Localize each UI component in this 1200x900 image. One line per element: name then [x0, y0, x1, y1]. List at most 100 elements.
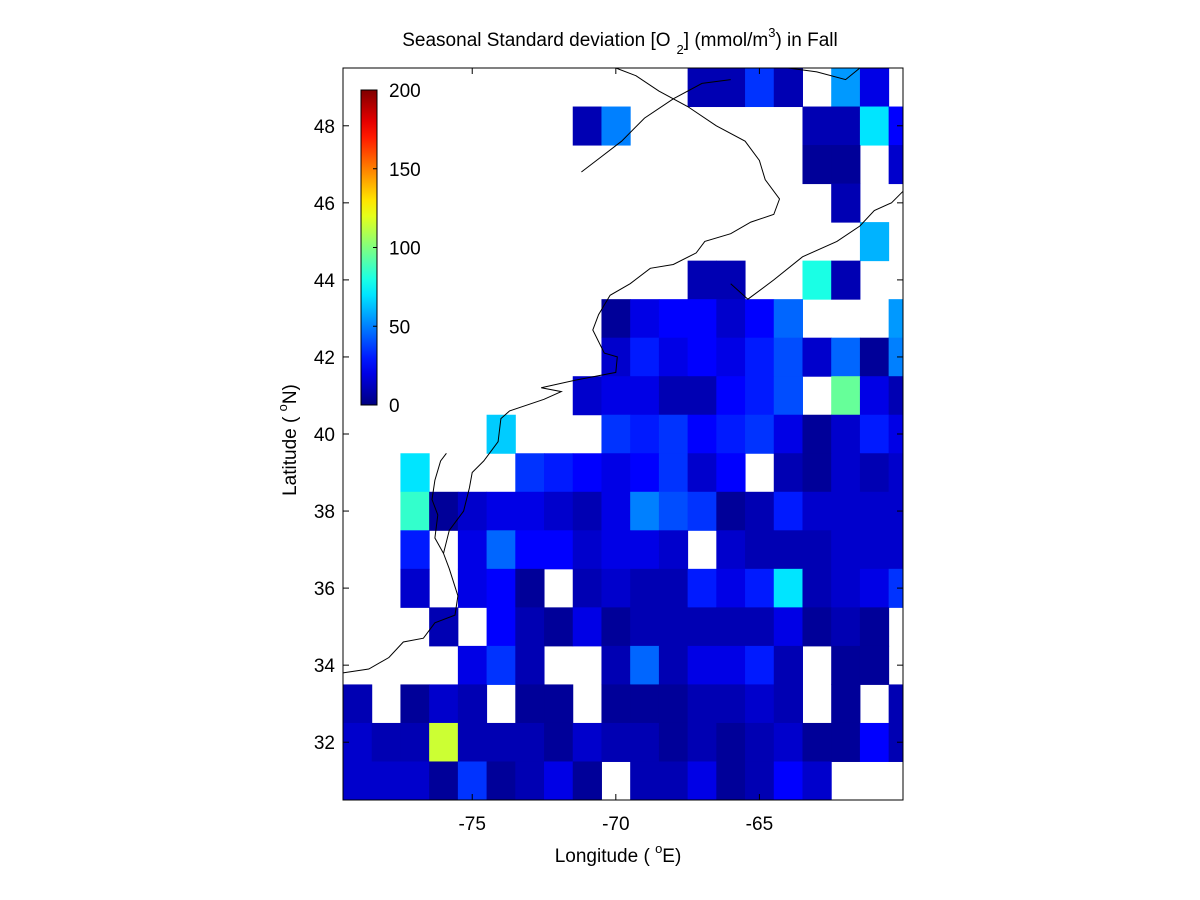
heatmap-cell	[658, 645, 689, 685]
heatmap-cell	[773, 414, 803, 454]
heatmap-cell	[429, 607, 459, 647]
heatmap-cell	[773, 68, 803, 108]
heatmap-cell	[687, 684, 717, 724]
coastline-segment	[788, 67, 861, 81]
heatmap-cell	[429, 761, 459, 801]
heatmap-cell	[601, 645, 631, 685]
heatmap-cell	[544, 607, 574, 647]
heatmap-cell	[716, 684, 746, 724]
heatmap-cell	[630, 376, 660, 416]
heatmap-cell	[601, 491, 631, 531]
title-unit-pre: ] (mmol/m	[684, 30, 768, 51]
heatmap-cell	[888, 453, 904, 493]
heatmap-cell	[457, 722, 488, 762]
coastline	[342, 67, 904, 674]
heatmap-cell	[745, 68, 775, 108]
heatmap-cell	[745, 645, 775, 685]
heatmap-cell	[515, 530, 545, 570]
heatmap-cell	[716, 453, 746, 493]
title-unit-superscript: 3	[768, 25, 775, 40]
heatmap-cell	[429, 684, 459, 724]
coastline-segment	[342, 67, 781, 674]
heatmap-cell	[859, 453, 890, 493]
heatmap-cell	[400, 530, 430, 570]
heatmap-cell	[831, 106, 861, 146]
heatmap-cell	[716, 530, 746, 570]
colorbar-tick-label: 0	[389, 396, 400, 417]
heatmap-cell	[745, 568, 775, 608]
heatmap-cell	[831, 530, 861, 570]
heatmap-cell	[773, 568, 803, 608]
heatmap-cell	[716, 645, 746, 685]
heatmap-cell	[486, 722, 516, 762]
x-axis-label-pre: Longitude (	[555, 846, 655, 867]
heatmap-cell	[630, 337, 660, 377]
y-tick-label: 40	[314, 425, 335, 446]
heatmap-cell	[457, 645, 488, 685]
heatmap-cell	[716, 376, 746, 416]
heatmap-cell	[630, 453, 660, 493]
heatmap-cell	[658, 491, 689, 531]
y-axis-ticks: 32 34 36 38 40 42 44 46 48	[314, 117, 903, 754]
heatmap-cell	[601, 607, 631, 647]
heatmap-cell	[716, 722, 746, 762]
heatmap-cell	[888, 145, 904, 185]
heatmap-cell	[859, 68, 890, 108]
heatmap-cell	[802, 530, 832, 570]
heatmap-cell	[773, 299, 803, 339]
heatmap-cell	[572, 530, 602, 570]
x-tick-label: -75	[458, 814, 485, 835]
heatmap-cell	[687, 260, 717, 300]
heatmap-cell	[572, 761, 602, 801]
heatmap-cell	[859, 607, 890, 647]
heatmap-cell	[687, 722, 717, 762]
heatmap-cell	[515, 684, 545, 724]
heatmap-cell	[888, 414, 904, 454]
heatmap-cell	[515, 607, 545, 647]
heatmap-cell	[658, 607, 689, 647]
heatmap-cell	[888, 722, 904, 762]
heatmap-cell	[831, 68, 861, 108]
heatmap-cell	[658, 684, 689, 724]
heatmap-cell	[630, 645, 660, 685]
heatmap-cell	[802, 722, 832, 762]
x-axis-label-superscript: o	[655, 841, 662, 856]
heatmap-cell	[687, 68, 717, 108]
heatmap-cell	[745, 530, 775, 570]
y-tick-label: 46	[314, 194, 335, 215]
heatmap-cell	[859, 414, 890, 454]
heatmap-cell	[630, 607, 660, 647]
heatmap-cell	[658, 761, 689, 801]
heatmap-cell	[658, 337, 689, 377]
heatmap-cell	[716, 568, 746, 608]
heatmap-cell	[601, 299, 631, 339]
heatmap-cell	[601, 722, 631, 762]
heatmap-cell	[658, 722, 689, 762]
heatmap-cell	[716, 68, 746, 108]
heatmap-cell	[457, 491, 488, 531]
heatmap-cell	[888, 684, 904, 724]
heatmap-cell	[831, 722, 861, 762]
heatmap-cell	[716, 491, 746, 531]
heatmap-cell	[515, 645, 545, 685]
heatmap-cell	[630, 299, 660, 339]
coastline-segment	[730, 190, 904, 300]
heatmap-cell	[687, 376, 717, 416]
heatmap-cell	[544, 453, 574, 493]
x-axis-label-post: E)	[662, 846, 681, 867]
heatmap-cell	[486, 530, 516, 570]
heatmap-cell	[486, 645, 516, 685]
heatmap-cell	[745, 722, 775, 762]
heatmap-cell	[859, 491, 890, 531]
heatmap-cell	[572, 453, 602, 493]
heatmap-cell	[572, 106, 602, 146]
heatmap-cell	[745, 761, 775, 801]
heatmap-cell	[572, 568, 602, 608]
heatmap-cell	[859, 722, 890, 762]
heatmap-cell	[601, 106, 631, 146]
heatmap-cell	[888, 491, 904, 531]
heatmap-cell	[773, 337, 803, 377]
heatmap-cell	[716, 761, 746, 801]
heatmap-cell	[429, 491, 459, 531]
x-tick-label: -65	[746, 814, 773, 835]
